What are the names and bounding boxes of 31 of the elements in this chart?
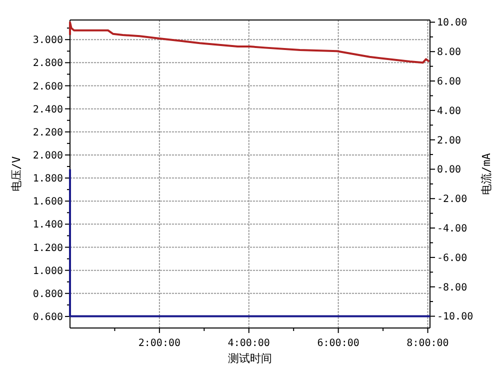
y-tick-label: 3.000 (32, 35, 63, 46)
y2-tick-label: 2.00 (437, 135, 462, 146)
y2-tick-label: -6.00 (437, 252, 468, 264)
x-tick-label: 4:00:00 (228, 338, 270, 349)
x-tick-label: 8:00:00 (406, 338, 449, 349)
y-tick-label: 2.400 (32, 104, 63, 116)
y-axis-title: 电压/V (10, 156, 23, 192)
y-tick-label: 1.200 (32, 242, 63, 254)
y-tick-label: 0.800 (32, 288, 63, 300)
y2-tick-label: -2.00 (437, 194, 468, 206)
y2-tick-label: -10.00 (437, 312, 474, 323)
y-tick-label: 0.600 (32, 312, 63, 323)
y2-axis-title: 电流/mA (480, 152, 493, 195)
y-tick-label: 1.600 (32, 196, 63, 208)
x-tick-label: 6:00:00 (317, 338, 360, 349)
y2-tick-label: -8.00 (437, 282, 468, 294)
y-tick-label: 2.800 (32, 58, 63, 70)
y2-tick-label: 8.00 (437, 47, 462, 58)
y-tick-label: 2.200 (32, 127, 63, 138)
y-tick-label: 1.000 (32, 266, 63, 277)
y-tick-label: 1.800 (32, 174, 63, 185)
y-tick-label: 1.400 (32, 220, 63, 231)
y2-tick-label: 4.00 (437, 106, 462, 117)
y-tick-label: 2.600 (32, 81, 63, 92)
y2-tick-label: 0.00 (437, 164, 462, 176)
x-tick-label: 2:00:00 (138, 338, 181, 349)
y2-tick-label: 6.00 (437, 76, 462, 88)
y2-tick-label: -4.00 (437, 224, 468, 235)
x-axis-title: 测试时间 (228, 352, 272, 365)
y-tick-label: 2.000 (32, 150, 63, 162)
y2-tick-label: 10.00 (437, 18, 468, 29)
